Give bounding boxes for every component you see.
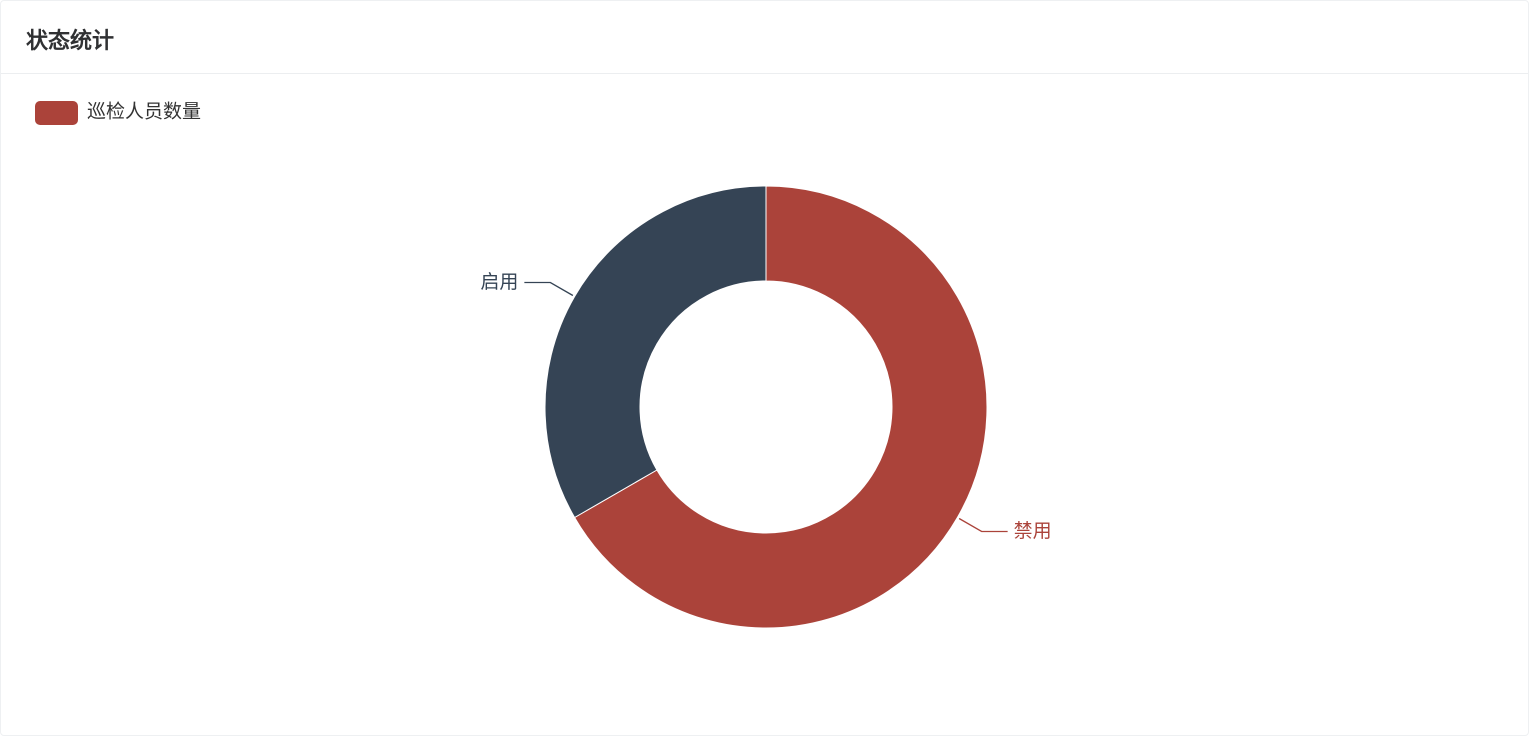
label-line: [524, 281, 574, 297]
card-header: 状态统计: [1, 1, 1528, 74]
slice-label: 启用: [480, 271, 518, 293]
card-title: 状态统计: [26, 29, 115, 54]
label-line: [958, 517, 1008, 533]
legend-label: 巡检人员数量: [87, 101, 201, 123]
pie-slice: [544, 185, 767, 519]
slice-label: 禁用: [1014, 520, 1052, 542]
legend-swatch: [35, 101, 78, 125]
pie-slice: [573, 185, 988, 629]
